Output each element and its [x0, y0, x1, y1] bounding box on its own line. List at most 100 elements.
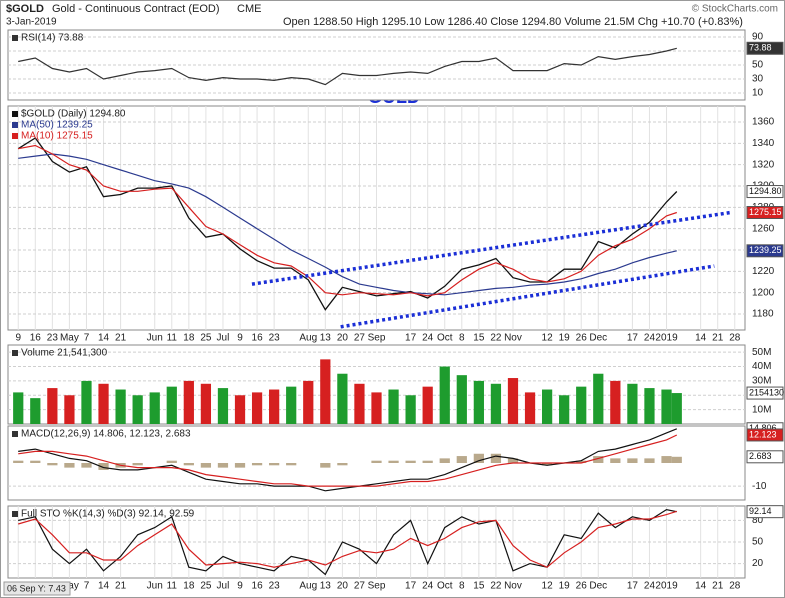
- histogram-bar: [671, 456, 682, 463]
- x-tick-label: Sep: [368, 581, 386, 592]
- x-tick-label: 7: [84, 333, 90, 344]
- x-tick-label: 12: [542, 581, 554, 592]
- volume-bar: [183, 380, 194, 424]
- volume-bar: [98, 383, 109, 424]
- value-tag: [746, 386, 784, 400]
- value-tag: [746, 244, 784, 258]
- volume-bar: [439, 366, 450, 424]
- y-tick-label: 40M: [752, 361, 771, 372]
- y-tick-label: 1200: [752, 287, 775, 298]
- y-tick-label: -10: [752, 481, 767, 492]
- histogram-bar: [439, 458, 450, 463]
- volume-bar: [388, 389, 399, 424]
- histogram-bar: [576, 460, 587, 463]
- x-tick-label: 17: [627, 333, 639, 344]
- x-tick-label: 25: [200, 333, 212, 344]
- volume-bar: [337, 373, 348, 424]
- y-tick-label: 10: [752, 88, 764, 99]
- value-tag: [746, 505, 784, 519]
- histogram-bar: [200, 463, 212, 468]
- volume-bar: [149, 392, 160, 424]
- histogram-bar: [251, 463, 263, 466]
- x-tick-label: Oct: [437, 333, 453, 344]
- x-tick-label: 24: [644, 581, 656, 592]
- x-tick-label: Aug: [299, 581, 317, 592]
- x-tick-label: 11: [167, 581, 178, 592]
- panel-title: Full STO %K(14,3) %D(3) 92.14, 92.59: [21, 509, 195, 520]
- value-tag-label: 1275.15: [749, 207, 782, 217]
- histogram-bar: [98, 463, 109, 470]
- legend-swatch: [12, 133, 18, 139]
- x-tick-label: 9: [237, 333, 243, 344]
- volume-bar: [593, 373, 604, 424]
- series-line: [18, 144, 677, 297]
- volume-bar: [13, 392, 24, 424]
- volume-bar: [507, 378, 519, 424]
- volume-bar: [166, 386, 177, 424]
- y-tick-label: 30M: [752, 376, 771, 387]
- x-tick-label: 2019: [655, 333, 678, 344]
- histogram-bar: [593, 456, 604, 463]
- x-tick-label: 21: [115, 581, 127, 592]
- histogram-bar: [627, 458, 638, 463]
- x-tick-label: 20: [337, 581, 349, 592]
- instrument-name: Gold - Continuous Contract (EOD): [52, 3, 220, 15]
- x-tick-label: 11: [167, 333, 178, 344]
- x-tick-label: May: [60, 333, 79, 344]
- value-tag: [746, 450, 784, 464]
- y-tick-label: 1340: [752, 138, 775, 149]
- x-tick-label: Dec: [589, 581, 607, 592]
- histogram-bar: [541, 463, 553, 466]
- quote: Open 1288.50 High 1295.10 Low 1286.40 Cl…: [283, 16, 743, 28]
- histogram-bar: [269, 463, 280, 466]
- volume-bar: [303, 380, 314, 424]
- volume-bar: [217, 388, 229, 424]
- volume-bar: [422, 386, 433, 424]
- x-tick-label: 13: [320, 581, 332, 592]
- x-tick-label: Sep: [368, 333, 386, 344]
- exchange: CME: [237, 3, 261, 15]
- volume-bar: [132, 395, 143, 424]
- value-tag: [746, 206, 784, 220]
- y-tick-label: 1180: [752, 309, 774, 320]
- histogram-bar: [13, 460, 24, 463]
- x-tick-label: 27: [354, 581, 366, 592]
- x-tick-label: 14: [695, 581, 707, 592]
- value-tag-label: 1294.80: [749, 186, 782, 196]
- x-tick-label: 14: [695, 333, 707, 344]
- legend-swatch: [12, 35, 18, 41]
- volume-bar: [115, 389, 126, 424]
- series-line: [18, 510, 677, 568]
- x-tick-label: 24: [644, 333, 656, 344]
- x-tick-label: Nov: [504, 581, 522, 592]
- value-tag-label: 12.123: [749, 429, 777, 439]
- legend-swatch: [12, 431, 18, 437]
- value-tag-label: 2154130: [749, 387, 784, 397]
- histogram-bar: [644, 458, 655, 463]
- legend-label: MA(10) 1275.15: [21, 131, 93, 142]
- x-tick-label: 24: [422, 581, 434, 592]
- x-tick-label: 17: [405, 581, 417, 592]
- volume-bar: [47, 388, 58, 424]
- x-tick-label: 16: [252, 581, 264, 592]
- symbol: $GOLD: [6, 3, 44, 15]
- y-tick-label: 10M: [752, 404, 771, 415]
- x-tick-label: 9: [237, 581, 243, 592]
- x-tick-label: 18: [183, 581, 195, 592]
- x-tick-label: 15: [473, 333, 485, 344]
- x-tick-label: 23: [269, 333, 281, 344]
- volume-bar: [81, 380, 92, 424]
- series-line: [18, 508, 677, 576]
- y-tick-label: 80: [752, 515, 764, 526]
- y-tick-label: 50: [752, 60, 764, 71]
- x-tick-label: 8: [459, 581, 465, 592]
- volume-bar: [627, 383, 638, 424]
- series-line: [18, 153, 677, 296]
- volume-bar: [473, 380, 484, 424]
- histogram-bar: [388, 460, 399, 463]
- volume-bar: [30, 398, 41, 424]
- histogram-bar: [47, 463, 58, 466]
- x-tick-label: 24: [422, 333, 434, 344]
- x-tick-label: 26: [576, 333, 588, 344]
